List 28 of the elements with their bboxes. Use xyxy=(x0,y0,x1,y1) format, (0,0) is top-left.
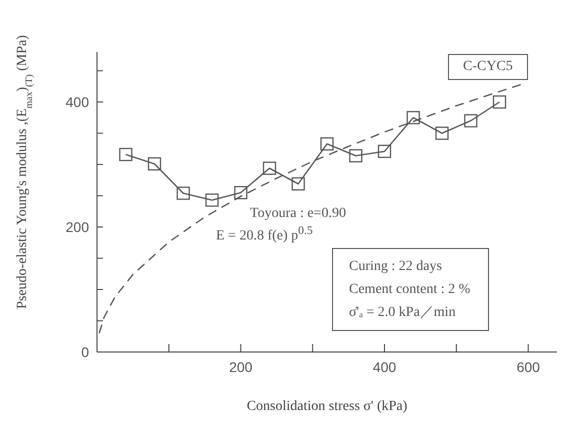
point xyxy=(378,144,392,158)
point xyxy=(492,95,506,109)
point xyxy=(349,149,362,162)
point xyxy=(148,157,162,170)
x-axis-title: Consolidation stress σ' (kPa) xyxy=(246,399,408,414)
point xyxy=(320,137,334,150)
point xyxy=(262,162,276,175)
x-tick-label: 600 xyxy=(516,358,540,375)
x-tick-label: 200 xyxy=(229,358,253,375)
annotation: Curing : 22 days xyxy=(349,258,443,276)
point xyxy=(406,111,420,124)
line-series xyxy=(98,84,522,334)
x-tick-label: 400 xyxy=(372,358,396,375)
y-tick-label: 200 xyxy=(66,218,90,235)
annotation: Toyoura : e=0.90 xyxy=(250,206,346,222)
y-tick-label: 400 xyxy=(66,94,90,110)
annotation: Cement content : 2 % xyxy=(349,281,470,299)
point xyxy=(435,126,449,140)
annotation: σ̇'ₐ = 2.0 kPa／min xyxy=(349,304,457,322)
point xyxy=(234,186,248,200)
annotation: E = 20.8 f(e) p$^{0.5}$ xyxy=(216,224,313,245)
point xyxy=(205,194,219,207)
point xyxy=(119,148,132,162)
point xyxy=(176,186,190,200)
point xyxy=(292,177,305,190)
y-tick-label: 0 xyxy=(81,344,90,360)
point xyxy=(464,114,478,128)
annotation: C-CYC5 xyxy=(448,54,528,80)
